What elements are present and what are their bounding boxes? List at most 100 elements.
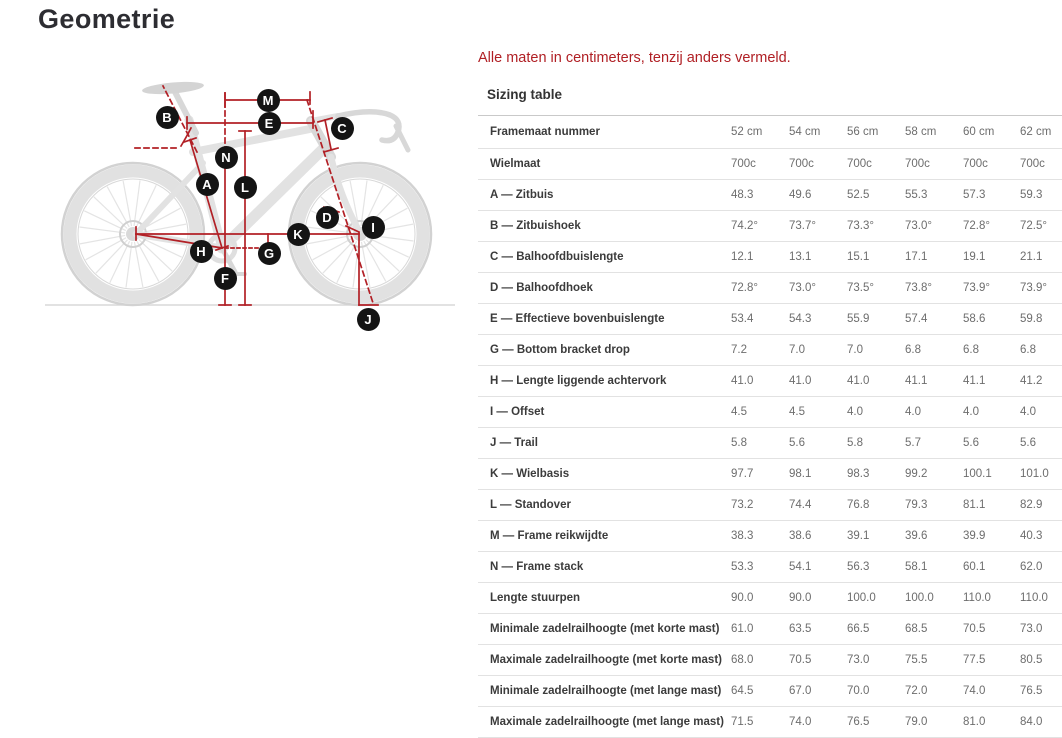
size-value: 49.6 (788, 179, 846, 211)
size-value: 39.6 (904, 520, 962, 552)
size-value: 68.5 (904, 613, 962, 645)
size-value: 58.1 (904, 551, 962, 583)
size-value: 110.0 (962, 582, 1019, 614)
size-value: 68.0 (730, 644, 788, 676)
table-header-row: Framemaat nummer 52 cm 54 cm 56 cm 58 cm 60 c… (478, 115, 1062, 149)
page-title: Geometrie (38, 4, 176, 34)
size-value: 61.0 (730, 613, 788, 645)
size-value: 54.1 (788, 551, 846, 583)
size-value: 77.5 (962, 644, 1019, 676)
size-value: 700c (788, 148, 846, 180)
size-value: 52.5 (846, 179, 904, 211)
table-row: Maximale zadelrailhoogte (met korte mast… (478, 644, 1062, 676)
size-value: 57.3 (962, 179, 1019, 211)
size-value: 81.0 (962, 706, 1019, 738)
table-row: Minimale zadelrailhoogte (met korte mast… (478, 613, 1062, 645)
size-value: 5.7 (904, 427, 962, 459)
size-value: 41.0 (730, 365, 788, 397)
size-value: 80.5 (1019, 644, 1062, 676)
size-value: 81.1 (962, 489, 1019, 521)
diagram-label-D: D (315, 205, 339, 229)
size-value: 700c (846, 148, 904, 180)
size-value: 5.6 (1019, 427, 1062, 459)
table-row: Lengte stuurpen 90.0 90.0 100.0 100.0 110.0 11… (478, 582, 1062, 614)
size-value: 58 cm (904, 115, 962, 149)
size-value: 73.5° (846, 272, 904, 304)
table-row: C — Balhoofdbuislengte 12.1 13.1 15.1 17.1 19… (478, 241, 1062, 273)
diagram-label-M: M (256, 88, 280, 112)
size-value: 73.9° (962, 272, 1019, 304)
size-value: 700c (904, 148, 962, 180)
sizing-table: Framemaat nummer 52 cm 54 cm 56 cm 58 cm 60 c… (478, 115, 1062, 738)
diagram-label-E: E (257, 111, 281, 135)
bike-illustration (45, 81, 455, 307)
size-value: 71.5 (730, 706, 788, 738)
size-value: 67.0 (788, 675, 846, 707)
size-value: 39.1 (846, 520, 904, 552)
size-value: 66.5 (846, 613, 904, 645)
row-label: Minimale zadelrailhoogte (met korte mast… (478, 613, 730, 645)
size-value: 60.1 (962, 551, 1019, 583)
size-value: 41.1 (904, 365, 962, 397)
size-value: 55.9 (846, 303, 904, 335)
size-value: 74.0 (962, 675, 1019, 707)
size-value: 5.8 (730, 427, 788, 459)
size-value: 53.4 (730, 303, 788, 335)
size-value: 4.5 (788, 396, 846, 428)
size-value: 700c (1019, 148, 1062, 180)
size-value: 73.3° (846, 210, 904, 242)
table-row: I — Offset 4.5 4.5 4.0 4.0 4.0 4.0 (478, 396, 1062, 428)
size-value: 5.8 (846, 427, 904, 459)
size-value: 64.5 (730, 675, 788, 707)
size-value: 72.5° (1019, 210, 1062, 242)
row-label: G — Bottom bracket drop (478, 334, 730, 366)
size-value: 70.5 (962, 613, 1019, 645)
size-value: 72.8° (730, 272, 788, 304)
row-label: H — Lengte liggende achtervork (478, 365, 730, 397)
diagram-label-N: N (214, 145, 238, 169)
size-value: 73.0 (1019, 613, 1062, 645)
size-value: 90.0 (788, 582, 846, 614)
size-value: 74.0 (788, 706, 846, 738)
size-value: 76.5 (846, 706, 904, 738)
size-value: 98.3 (846, 458, 904, 490)
size-value: 5.6 (962, 427, 1019, 459)
table-row: B — Zitbuishoek 74.2° 73.7° 73.3° 73.0° 72.8°… (478, 210, 1062, 242)
size-value: 79.0 (904, 706, 962, 738)
diagram-label-H: H (189, 239, 213, 263)
size-value: 38.3 (730, 520, 788, 552)
size-value: 4.0 (1019, 396, 1062, 428)
size-value: 5.6 (788, 427, 846, 459)
size-value: 4.0 (962, 396, 1019, 428)
size-value: 73.0° (788, 272, 846, 304)
row-label: C — Balhoofdbuislengte (478, 241, 730, 273)
size-value: 74.2° (730, 210, 788, 242)
size-value: 58.6 (962, 303, 1019, 335)
table-row: K — Wielbasis 97.7 98.1 98.3 99.2 100.1 101.0 (478, 458, 1062, 490)
row-label: J — Trail (478, 427, 730, 459)
row-label: B — Zitbuishoek (478, 210, 730, 242)
size-value: 13.1 (788, 241, 846, 273)
table-row: L — Standover 73.2 74.4 76.8 79.3 81.1 82.9 (478, 489, 1062, 521)
size-value: 59.8 (1019, 303, 1062, 335)
size-value: 73.0 (846, 644, 904, 676)
size-value: 82.9 (1019, 489, 1062, 521)
row-label: M — Frame reikwijdte (478, 520, 730, 552)
size-value: 74.4 (788, 489, 846, 521)
size-value: 63.5 (788, 613, 846, 645)
size-value: 70.0 (846, 675, 904, 707)
diagram-label-J: J (356, 307, 380, 331)
size-value: 55.3 (904, 179, 962, 211)
size-value: 57.4 (904, 303, 962, 335)
size-value: 62.0 (1019, 551, 1062, 583)
size-value: 38.6 (788, 520, 846, 552)
size-value: 62 cm (1019, 115, 1062, 149)
size-value: 79.3 (904, 489, 962, 521)
table-row: Wielmaat 700c 700c 700c 700c 700c 700c (478, 148, 1062, 180)
row-label: L — Standover (478, 489, 730, 521)
size-value: 15.1 (846, 241, 904, 273)
size-value: 54 cm (788, 115, 846, 149)
size-value: 59.3 (1019, 179, 1062, 211)
diagram-label-A: A (195, 172, 219, 196)
